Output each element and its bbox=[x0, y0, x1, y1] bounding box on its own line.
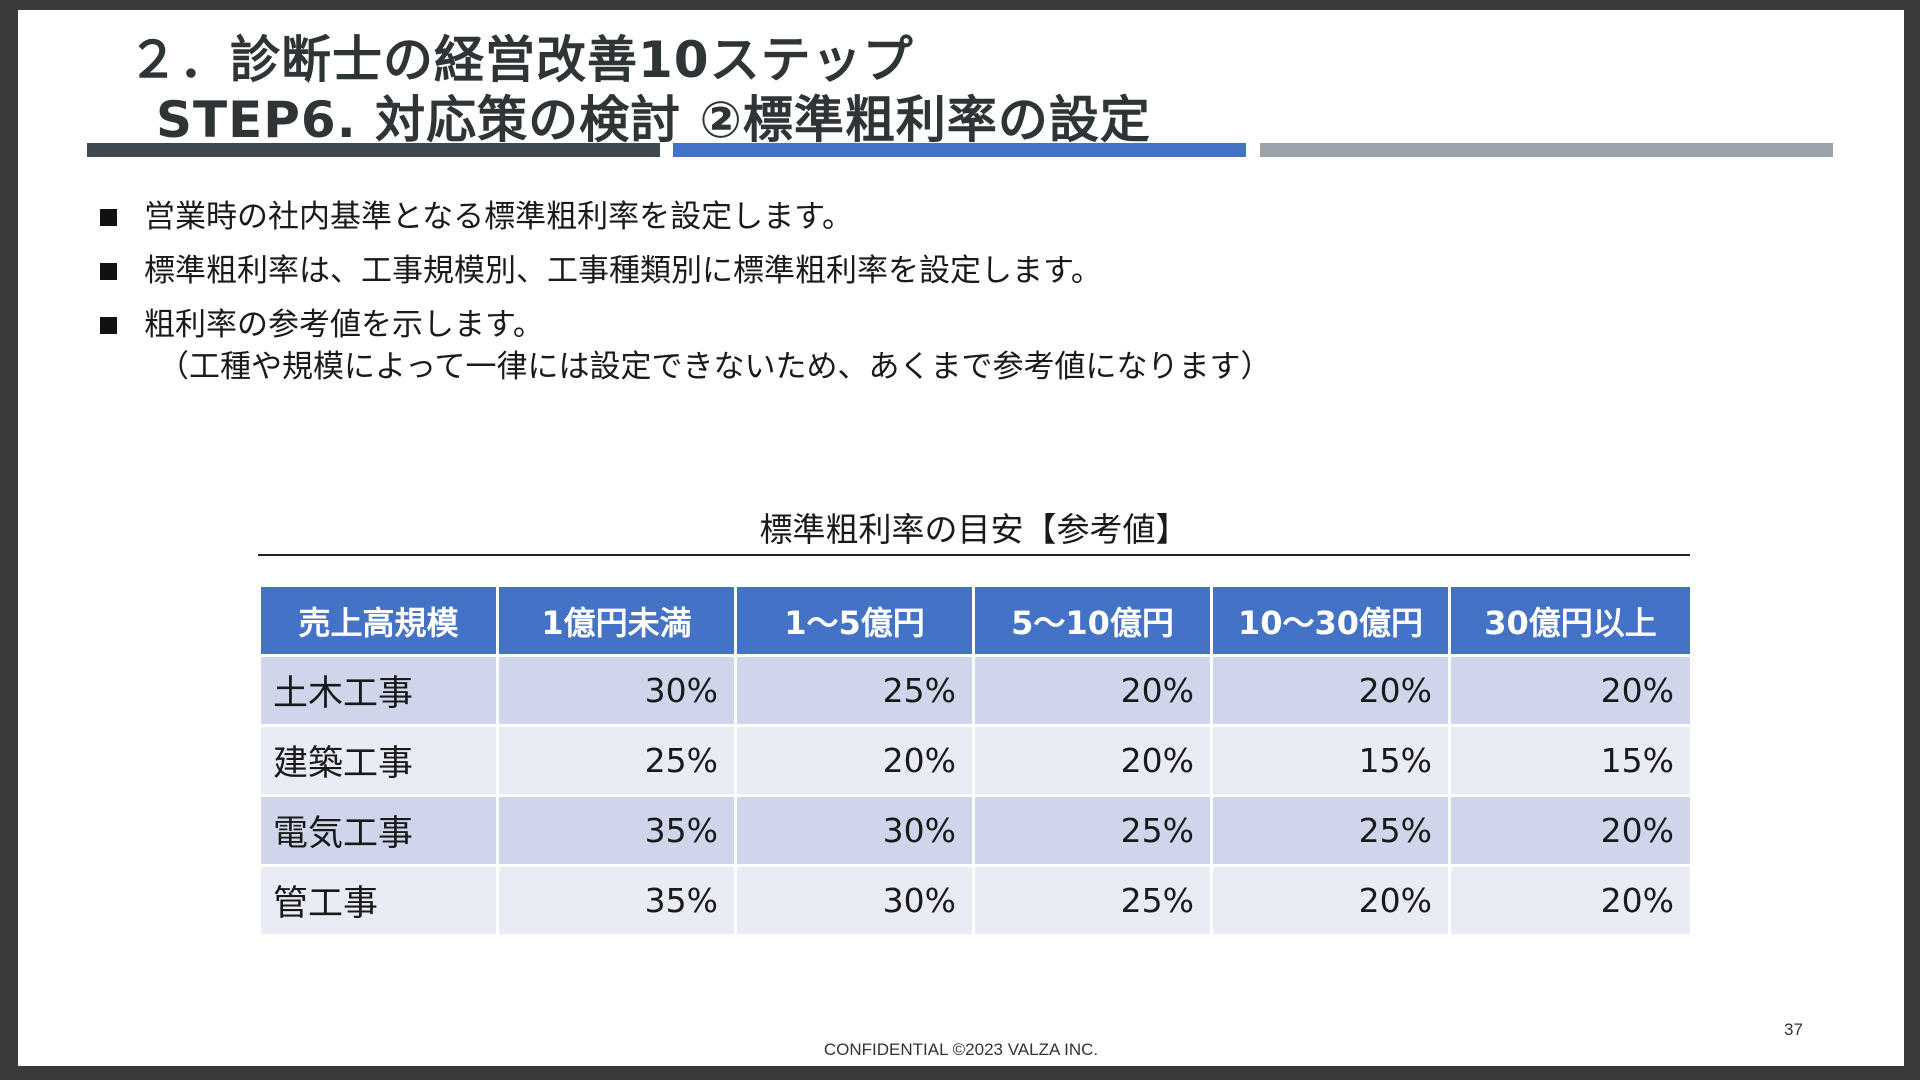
table-cell: 30% bbox=[496, 654, 737, 727]
table-cell: 15% bbox=[1210, 724, 1451, 797]
table-caption: 標準粗利率の目安【参考値】 bbox=[759, 510, 1189, 549]
table-cell: 20% bbox=[1448, 864, 1693, 937]
header-cell-500m-1b: 5～10億円 bbox=[972, 584, 1213, 657]
table-cell: 20% bbox=[1210, 654, 1451, 727]
table-cell: 20% bbox=[972, 724, 1213, 797]
slide-title-line2: STEP6. 対応策の検討 ②標準粗利率の設定 bbox=[156, 91, 1151, 149]
slide: ２．診断士の経営改善10ステップ STEP6. 対応策の検討 ②標準粗利率の設定… bbox=[18, 10, 1904, 1066]
header-cell-over-3b: 30億円以上 bbox=[1448, 584, 1693, 657]
table-cell: 25% bbox=[734, 654, 975, 727]
table-cell: 20% bbox=[734, 724, 975, 797]
bullet-text: 標準粗利率は、工事規模別、工事種類別に標準粗利率を設定します。 bbox=[144, 253, 1102, 289]
bullet-item: 営業時の社内基準となる標準粗利率を設定します。 bbox=[100, 196, 1272, 238]
table-cell: 20% bbox=[1448, 794, 1693, 867]
table-cell: 30% bbox=[734, 864, 975, 937]
table-cell: 20% bbox=[972, 654, 1213, 727]
row-label: 建築工事 bbox=[258, 724, 499, 797]
table-cell: 30% bbox=[734, 794, 975, 867]
table-cell: 25% bbox=[972, 794, 1213, 867]
bullet-text: 粗利率の参考値を示します。 bbox=[144, 307, 544, 343]
table-cell: 25% bbox=[972, 864, 1213, 937]
square-bullet-icon bbox=[100, 209, 117, 226]
table-header-row: 売上高規模 1億円未満 1～5億円 5～10億円 10～30億円 30億円以上 bbox=[258, 584, 1693, 657]
slide-title-line1: ２．診断士の経営改善10ステップ bbox=[128, 31, 914, 89]
page-number: 37 bbox=[1784, 1020, 1803, 1039]
bullet-subtext: （工種や規模によって一律には設定できないため、あくまで参考値になります） bbox=[158, 349, 1272, 385]
table-cell: 25% bbox=[1210, 794, 1451, 867]
table-row: 管工事 35% 30% 25% 20% 20% bbox=[258, 864, 1693, 937]
header-cell-100m-500m: 1～5億円 bbox=[734, 584, 975, 657]
table-row: 電気工事 35% 30% 25% 25% 20% bbox=[258, 794, 1693, 867]
header-cell-1b-3b: 10～30億円 bbox=[1210, 584, 1451, 657]
table-cell: 35% bbox=[496, 794, 737, 867]
title-underline-dark bbox=[87, 143, 660, 157]
table-cell: 20% bbox=[1448, 654, 1693, 727]
table-row: 土木工事 30% 25% 20% 20% 20% bbox=[258, 654, 1693, 727]
bullet-item: 粗利率の参考値を示します。 （工種や規模によって一律には設定できないため、あくま… bbox=[100, 304, 1272, 388]
bullet-item: 標準粗利率は、工事規模別、工事種類別に標準粗利率を設定します。 bbox=[100, 250, 1272, 292]
gross-margin-table: 売上高規模 1億円未満 1～5億円 5～10億円 10～30億円 30億円以上 … bbox=[258, 584, 1693, 937]
table-row: 建築工事 25% 20% 20% 15% 15% bbox=[258, 724, 1693, 797]
title-underline-gray bbox=[1260, 143, 1833, 157]
confidential-footer: CONFIDENTIAL ©2023 VALZA INC. bbox=[823, 1040, 1099, 1059]
table-cell: 15% bbox=[1448, 724, 1693, 797]
square-bullet-icon bbox=[100, 263, 117, 280]
table-cell: 25% bbox=[496, 724, 737, 797]
square-bullet-icon bbox=[100, 317, 117, 334]
title-underline-blue bbox=[673, 143, 1246, 157]
bullet-text: 営業時の社内基準となる標準粗利率を設定します。 bbox=[144, 199, 853, 235]
header-cell-scale: 売上高規模 bbox=[258, 584, 499, 657]
bullet-list: 営業時の社内基準となる標準粗利率を設定します。 標準粗利率は、工事規模別、工事種… bbox=[100, 196, 1272, 400]
row-label: 管工事 bbox=[258, 864, 499, 937]
caption-underline bbox=[258, 554, 1690, 556]
header-cell-under-100m: 1億円未満 bbox=[496, 584, 737, 657]
row-label: 電気工事 bbox=[258, 794, 499, 867]
table-cell: 20% bbox=[1210, 864, 1451, 937]
row-label: 土木工事 bbox=[258, 654, 499, 727]
table-cell: 35% bbox=[496, 864, 737, 937]
